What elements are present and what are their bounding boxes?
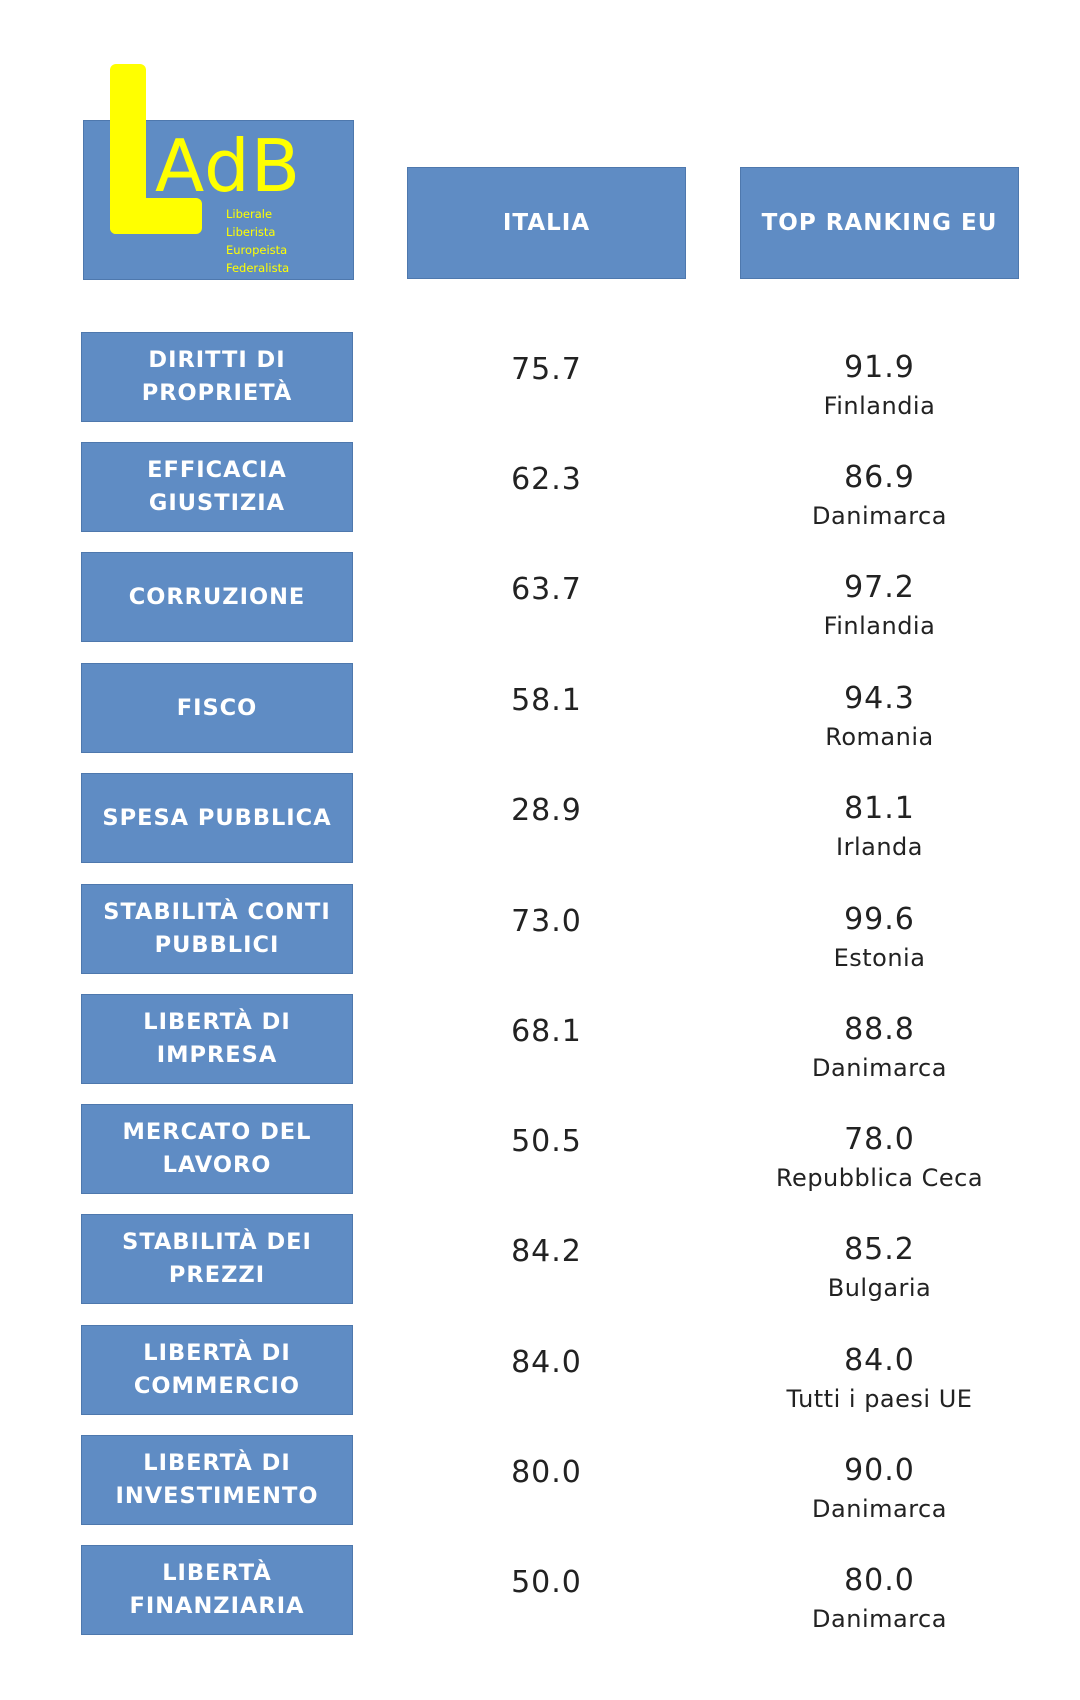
italia-value: 84.0	[511, 1345, 582, 1380]
italia-value: 80.0	[511, 1455, 582, 1490]
italia-value: 50.0	[511, 1565, 582, 1600]
table-row: LIBERTÀ DI COMMERCIO 84.0 84.0 Tutti i p…	[0, 1325, 1080, 1415]
category-label: SPESA PUBBLICA	[81, 773, 353, 863]
category-label: CORRUZIONE	[81, 552, 353, 642]
italia-value: 58.1	[511, 683, 582, 718]
category-label: LIBERTÀ FINANZIARIA	[81, 1545, 353, 1635]
italia-value: 28.9	[511, 793, 582, 828]
logo-word: Liberista	[226, 225, 276, 239]
table-row: EFFICACIA GIUSTIZIA 62.3 86.9 Danimarca	[0, 442, 1080, 532]
top-value: 99.6	[844, 902, 915, 937]
table-row: SPESA PUBBLICA 28.9 81.1 Irlanda	[0, 773, 1080, 863]
italia-value: 63.7	[511, 572, 582, 607]
top-country: Bulgaria	[827, 1274, 932, 1302]
table-row: LIBERTÀ DI IMPRESA 68.1 88.8 Danimarca	[0, 994, 1080, 1084]
logo-letters: AdB	[155, 124, 302, 208]
top-country: Repubblica Ceca	[775, 1164, 984, 1192]
top-value: 81.1	[844, 791, 915, 826]
category-label: EFFICACIA GIUSTIZIA	[81, 442, 353, 532]
top-country: Danimarca	[812, 1605, 947, 1633]
top-value: 86.9	[844, 460, 915, 495]
table-row: FISCO 58.1 94.3 Romania	[0, 663, 1080, 753]
logo-l-letter	[110, 64, 202, 234]
logo-word: Europeista	[226, 243, 288, 257]
logo-l-foot	[110, 198, 202, 234]
header-italia: ITALIA	[407, 167, 686, 279]
italia-value: 73.0	[511, 904, 582, 939]
category-label: LIBERTÀ DI INVESTIMENTO	[81, 1435, 353, 1525]
top-country: Romania	[825, 723, 934, 751]
top-value: 90.0	[844, 1453, 915, 1488]
italia-value: 68.1	[511, 1014, 582, 1049]
italia-value: 75.7	[511, 352, 582, 387]
top-value: 91.9	[844, 350, 915, 385]
top-country: Finlandia	[823, 392, 936, 420]
table-row: MERCATO DEL LAVORO 50.5 78.0 Repubblica …	[0, 1104, 1080, 1194]
top-country: Irlanda	[836, 833, 923, 861]
logo-word: Liberale	[226, 207, 273, 221]
logo-word: Federalista	[226, 261, 290, 275]
top-value: 78.0	[844, 1122, 915, 1157]
table-row: STABILITÀ DEI PREZZI 84.2 85.2 Bulgaria	[0, 1214, 1080, 1304]
top-value: 94.3	[844, 681, 915, 716]
category-label: DIRITTI DI PROPRIETÀ	[81, 332, 353, 422]
top-country: Danimarca	[812, 502, 947, 530]
table-row: LIBERTÀ FINANZIARIA 50.0 80.0 Danimarca	[0, 1545, 1080, 1635]
category-label: STABILITÀ DEI PREZZI	[81, 1214, 353, 1304]
top-country: Finlandia	[823, 612, 936, 640]
top-value: 84.0	[844, 1343, 915, 1378]
top-value: 85.2	[844, 1232, 915, 1267]
category-label: STABILITÀ CONTI PUBBLICI	[81, 884, 353, 974]
header-top-ranking: TOP RANKING EU	[740, 167, 1019, 279]
category-label: LIBERTÀ DI IMPRESA	[81, 994, 353, 1084]
top-country: Danimarca	[812, 1495, 947, 1523]
table-row: STABILITÀ CONTI PUBBLICI 73.0 99.6 Eston…	[0, 884, 1080, 974]
italia-value: 84.2	[511, 1234, 582, 1269]
category-label: LIBERTÀ DI COMMERCIO	[81, 1325, 353, 1415]
top-value: 97.2	[844, 570, 915, 605]
top-country: Tutti i paesi UE	[786, 1385, 973, 1413]
top-country: Estonia	[833, 944, 926, 972]
italia-value: 62.3	[511, 462, 582, 497]
table-row: CORRUZIONE 63.7 97.2 Finlandia	[0, 552, 1080, 642]
top-value: 88.8	[844, 1012, 915, 1047]
category-label: MERCATO DEL LAVORO	[81, 1104, 353, 1194]
table-row: LIBERTÀ DI INVESTIMENTO 80.0 90.0 Danima…	[0, 1435, 1080, 1525]
italia-value: 50.5	[511, 1124, 582, 1159]
top-country: Danimarca	[812, 1054, 947, 1082]
top-value: 80.0	[844, 1563, 915, 1598]
category-label: FISCO	[81, 663, 353, 753]
logo-words: Liberale Liberista Europeista Federalist…	[226, 205, 289, 277]
table-row: DIRITTI DI PROPRIETÀ 75.7 91.9 Finlandia	[0, 332, 1080, 422]
